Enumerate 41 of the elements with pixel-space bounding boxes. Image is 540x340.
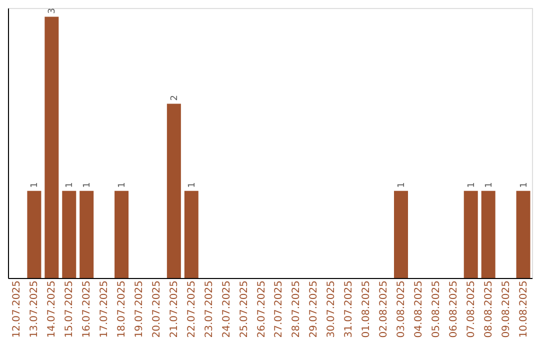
data-label: 1 <box>187 182 198 188</box>
x-tick-label: 29.07.2025 <box>308 280 320 338</box>
data-label: 3 <box>48 8 58 14</box>
x-tick-label: 19.07.2025 <box>134 280 145 338</box>
data-label: 1 <box>466 182 477 188</box>
x-tick-label: 18.07.2025 <box>116 280 128 338</box>
x-tick-label: 07.08.2025 <box>466 280 477 338</box>
x-tick-label: 12.07.2025 <box>12 280 23 338</box>
x-tick-label: 06.08.2025 <box>448 280 460 338</box>
x-tick-label: 31.07.2025 <box>344 280 355 338</box>
x-tick-label: 24.07.2025 <box>221 280 232 338</box>
x-tick-label: 28.07.2025 <box>291 280 302 338</box>
x-tick-label: 20.07.2025 <box>151 280 162 338</box>
x-tick-label: 25.07.2025 <box>238 280 250 338</box>
data-label: 1 <box>118 182 128 188</box>
data-label: 1 <box>65 182 76 188</box>
data-label: 1 <box>519 182 530 188</box>
x-tick-label: 22.07.2025 <box>186 280 198 338</box>
data-label: 1 <box>30 182 40 188</box>
x-tick-label: 15.07.2025 <box>64 280 76 338</box>
x-tick-label: 14.07.2025 <box>46 280 58 338</box>
x-tick-label: 04.08.2025 <box>413 280 424 338</box>
x-tick-label: 23.07.2025 <box>204 280 215 338</box>
data-label: 1 <box>82 182 93 188</box>
x-tick-label: 16.07.2025 <box>82 280 93 338</box>
x-tick-label: 26.07.2025 <box>256 280 268 338</box>
x-tick-label: 02.08.2025 <box>378 280 390 338</box>
x-tick-label: 08.08.2025 <box>483 280 494 338</box>
x-tick-label: 30.07.2025 <box>326 280 338 338</box>
x-tick-label: 10.08.2025 <box>518 280 530 338</box>
x-tick-label: 27.07.2025 <box>274 280 285 338</box>
x-tick-label: 01.08.2025 <box>361 280 372 338</box>
x-tick-label: 05.08.2025 <box>430 280 442 338</box>
x-tick-label: 13.07.2025 <box>29 280 40 338</box>
data-label: 1 <box>484 182 494 188</box>
data-label: 1 <box>397 182 407 188</box>
data-label: 2 <box>170 95 180 101</box>
x-tick-label: 17.07.2025 <box>99 280 110 338</box>
x-tick-label: 09.08.2025 <box>500 280 512 338</box>
x-tick-label: 03.08.2025 <box>396 280 407 338</box>
x-tick-label: 21.07.2025 <box>168 280 180 338</box>
